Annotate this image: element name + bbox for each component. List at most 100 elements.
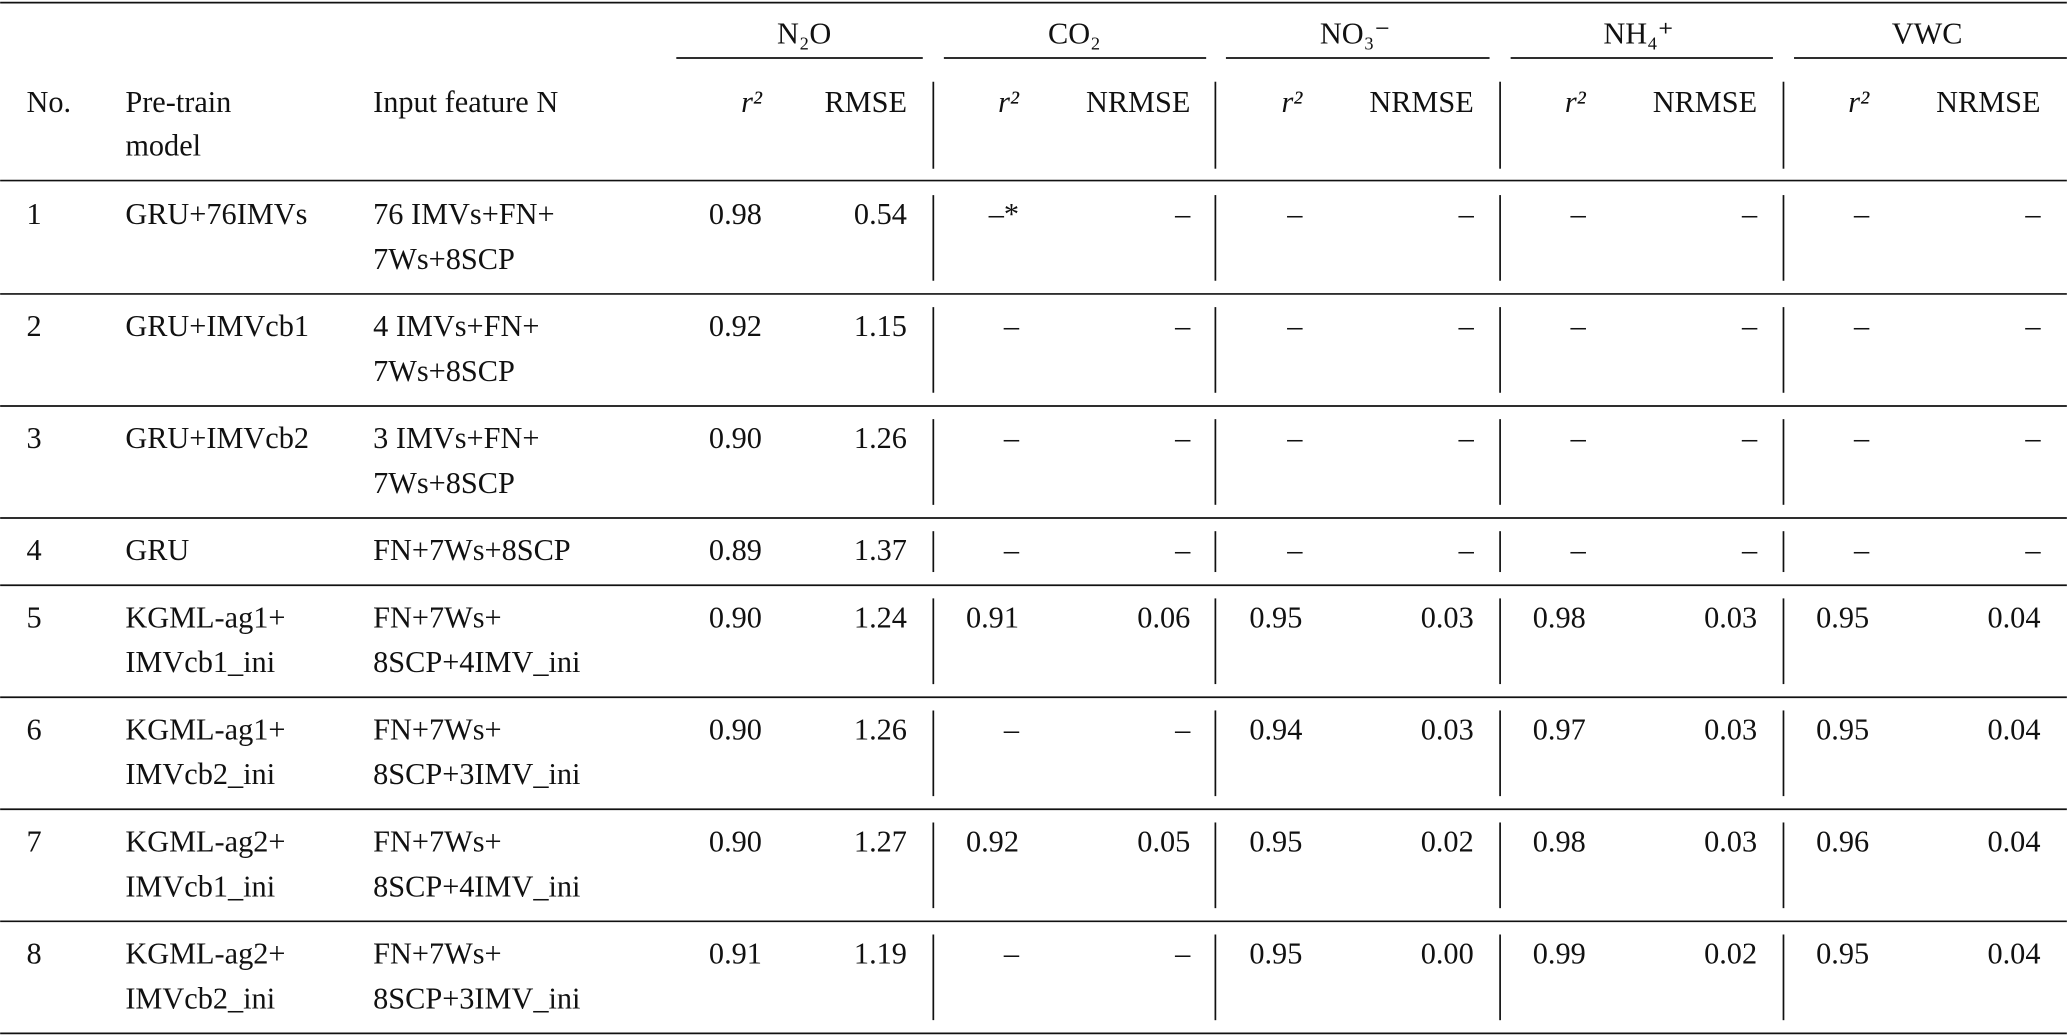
subcolumn-header: r²	[1848, 85, 1870, 119]
cell: –	[1458, 309, 1475, 343]
cell: –	[1174, 937, 1191, 971]
cell: 0.06	[1137, 600, 1190, 634]
cell: –	[1003, 712, 1020, 746]
group-header: N₂O	[777, 16, 831, 50]
cell: 4 IMVs+FN+	[373, 309, 539, 343]
cell: 1.24	[854, 600, 907, 634]
cell: IMVcb2_ini	[125, 757, 275, 791]
cell: 0.03	[1421, 712, 1474, 746]
cell: –	[1458, 533, 1475, 567]
cell: –	[1174, 197, 1191, 231]
cell: –	[1003, 533, 1020, 567]
cell: 0.00	[1421, 937, 1474, 971]
cell: 0.02	[1421, 824, 1474, 858]
cell: FN+7Ws+8SCP	[373, 533, 570, 567]
group-header: CO₂	[1048, 16, 1101, 50]
cell: –	[1003, 937, 1020, 971]
cell: GRU+IMVcb1	[125, 309, 309, 343]
cell: 8SCP+3IMV_ini	[373, 757, 580, 791]
cell: 0.95	[1249, 824, 1302, 858]
cell: 0.04	[1987, 937, 2040, 971]
cell: 0.91	[709, 937, 762, 971]
cell: –	[2024, 533, 2041, 567]
cell: 2	[26, 309, 41, 343]
cell: 1.26	[854, 421, 907, 455]
cell: 1.27	[854, 824, 907, 858]
cell: 0.97	[1533, 712, 1586, 746]
cell: 0.03	[1421, 600, 1474, 634]
cell: 76 IMVs+FN+	[373, 197, 554, 231]
cell: FN+7Ws+	[373, 824, 501, 858]
cell: 0.94	[1249, 712, 1302, 746]
cell: KGML-ag2+	[125, 937, 285, 971]
cell: –	[1570, 309, 1587, 343]
cell: 7	[26, 824, 41, 858]
cell: 0.89	[709, 533, 762, 567]
subcolumn-header: r²	[998, 85, 1020, 119]
cell: 4	[26, 533, 41, 567]
cell: 0.95	[1249, 937, 1302, 971]
cell: 1	[26, 197, 41, 231]
cell: 1.37	[854, 533, 907, 567]
cell: 3 IMVs+FN+	[373, 421, 539, 455]
subcolumn-header: r²	[1282, 85, 1304, 119]
cell: 0.91	[966, 600, 1019, 634]
cell: –	[1174, 309, 1191, 343]
cell: –	[1174, 533, 1191, 567]
cell: 6	[26, 712, 41, 746]
cell: 1.26	[854, 712, 907, 746]
cell: 0.04	[1987, 600, 2040, 634]
cell: KGML-ag2+	[125, 824, 285, 858]
cell: 0.95	[1816, 712, 1869, 746]
cell: 8SCP+3IMV_ini	[373, 981, 580, 1015]
cell: FN+7Ws+	[373, 712, 501, 746]
cell: 0.95	[1249, 600, 1302, 634]
cell: –	[1286, 421, 1303, 455]
column-header: Input feature N	[373, 85, 558, 119]
cell: 8SCP+4IMV_ini	[373, 645, 580, 679]
cell: –	[1741, 533, 1758, 567]
cell: –	[1570, 197, 1587, 231]
cell: –	[1286, 197, 1303, 231]
cell: 5	[26, 600, 41, 634]
cell: 7Ws+8SCP	[373, 354, 515, 388]
cell: –	[1286, 309, 1303, 343]
cell: 0.03	[1704, 600, 1757, 634]
subcolumn-header: r²	[741, 85, 763, 119]
cell: 0.03	[1704, 712, 1757, 746]
cell: –	[1853, 197, 1870, 231]
cell: 8	[26, 937, 41, 971]
cell: 1.15	[854, 309, 907, 343]
cell: 7Ws+8SCP	[373, 466, 515, 500]
cell: –*	[988, 197, 1019, 231]
cell: –	[1741, 421, 1758, 455]
cell: –	[1286, 533, 1303, 567]
cell: 0.90	[709, 824, 762, 858]
subcolumn-header: NRMSE	[1086, 85, 1190, 119]
group-header: NH₄⁺	[1603, 16, 1673, 50]
cell: –	[1003, 421, 1020, 455]
cell: 0.92	[709, 309, 762, 343]
cell: GRU	[125, 533, 189, 567]
cell: –	[1174, 421, 1191, 455]
cell: 0.95	[1816, 937, 1869, 971]
cell: KGML-ag1+	[125, 600, 285, 634]
cell: –	[1853, 309, 1870, 343]
cell: 0.90	[709, 712, 762, 746]
cell: 0.02	[1704, 937, 1757, 971]
cell: 1.19	[854, 937, 907, 971]
cell: 0.98	[709, 197, 762, 231]
cell: 8SCP+4IMV_ini	[373, 869, 580, 903]
cell: –	[1458, 197, 1475, 231]
cell: 0.04	[1987, 712, 2040, 746]
cell: –	[1853, 421, 1870, 455]
cell: FN+7Ws+	[373, 937, 501, 971]
cell: FN+7Ws+	[373, 600, 501, 634]
cell: 0.98	[1533, 824, 1586, 858]
subcolumn-header: NRMSE	[1936, 85, 2040, 119]
cell: 0.90	[709, 421, 762, 455]
cell: 7Ws+8SCP	[373, 242, 515, 276]
cell: –	[2024, 421, 2041, 455]
